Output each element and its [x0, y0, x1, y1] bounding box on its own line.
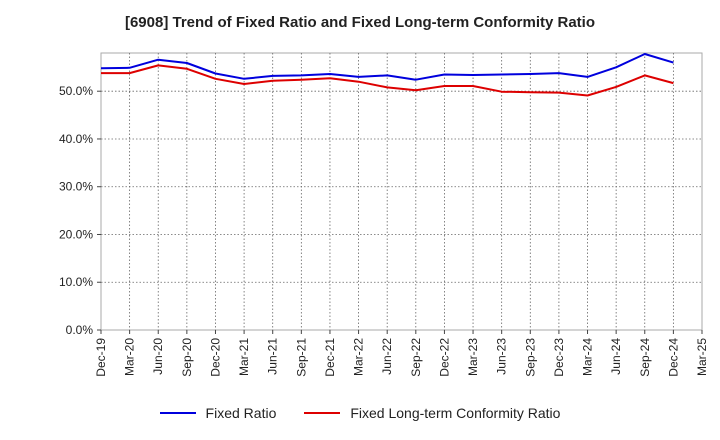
legend-item-fixed-ratio: Fixed Ratio: [159, 405, 277, 421]
y-tick-label: 30.0%: [59, 180, 93, 194]
x-tick-label: Dec-19: [94, 338, 108, 377]
legend-label-fixed-ratio: Fixed Ratio: [205, 405, 277, 421]
x-tick-label: Dec-24: [666, 338, 680, 377]
x-tick-label: Jun-21: [266, 338, 280, 375]
y-tick-label: 40.0%: [59, 132, 93, 146]
x-tick-label: Dec-20: [208, 338, 222, 377]
x-tick-label: Sep-20: [180, 338, 194, 377]
x-tick-label: Dec-22: [437, 338, 451, 377]
y-tick-label: 10.0%: [59, 275, 93, 289]
series-line-fixed-ratio: [100, 53, 674, 81]
x-tick-label: Jun-23: [495, 338, 509, 375]
x-tick-label: Dec-23: [552, 338, 566, 377]
x-tick-label: Jun-20: [151, 338, 165, 375]
x-tick-label: Jun-24: [609, 338, 623, 375]
x-tick-label: Sep-21: [294, 338, 308, 377]
series-line-fixed-long-term-conformity-ratio: [101, 64, 674, 97]
x-tick-label: Jun-22: [380, 338, 394, 375]
y-tick-label: 0.0%: [66, 323, 94, 337]
x-tick-label: Mar-24: [581, 338, 595, 376]
legend-swatch-fixed-ratio: [159, 412, 196, 414]
y-tick-label: 20.0%: [59, 227, 93, 241]
plot-frame: [100, 52, 703, 331]
x-tick-label: Mar-22: [352, 338, 366, 376]
x-tick-label: Mar-25: [695, 338, 709, 376]
legend-swatch-fixed-long-term-conformity-ratio: [304, 412, 341, 414]
x-tick-label: Mar-23: [466, 338, 480, 376]
x-tick-label: Mar-20: [123, 338, 137, 376]
x-tick-label: Sep-24: [638, 338, 652, 377]
legend-label-fixed-long-term-conformity-ratio: Fixed Long-term Conformity Ratio: [350, 405, 561, 421]
x-tick-label: Sep-22: [409, 338, 423, 377]
legend: Fixed Ratio Fixed Long-term Conformity R…: [0, 405, 720, 421]
legend-item-fixed-long-term-conformity-ratio: Fixed Long-term Conformity Ratio: [304, 405, 560, 421]
x-tick-label: Dec-21: [323, 338, 337, 377]
chart-title: [6908] Trend of Fixed Ratio and Fixed Lo…: [124, 14, 596, 31]
x-tick-label: Mar-21: [237, 338, 251, 376]
x-tick-label: Sep-23: [523, 338, 537, 377]
y-tick-label: 50.0%: [59, 84, 93, 98]
